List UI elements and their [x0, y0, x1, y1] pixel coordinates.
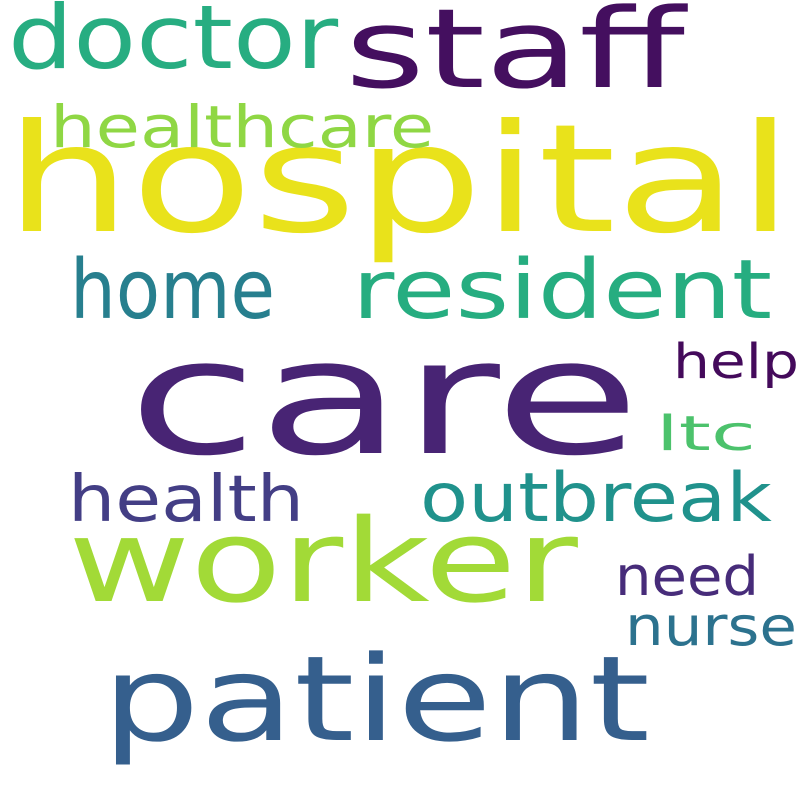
word-patient: patient — [102, 630, 650, 768]
word-need: need — [615, 545, 759, 608]
word-care: care — [128, 304, 641, 491]
word-ltc: ltc — [656, 406, 756, 462]
word-staff: staff — [345, 0, 685, 113]
word-resident: resident — [352, 243, 773, 338]
word-hospital: hospital — [5, 93, 794, 267]
word-health: health — [68, 463, 305, 537]
word-doctor: doctor — [8, 0, 339, 89]
word-nurse: nurse — [625, 595, 797, 658]
word-outbreak: outbreak — [420, 459, 772, 538]
word-help: help — [673, 334, 799, 390]
word-worker: worker — [68, 495, 578, 629]
word-healthcare: healthcare — [50, 93, 435, 161]
word-home: home — [70, 243, 276, 338]
